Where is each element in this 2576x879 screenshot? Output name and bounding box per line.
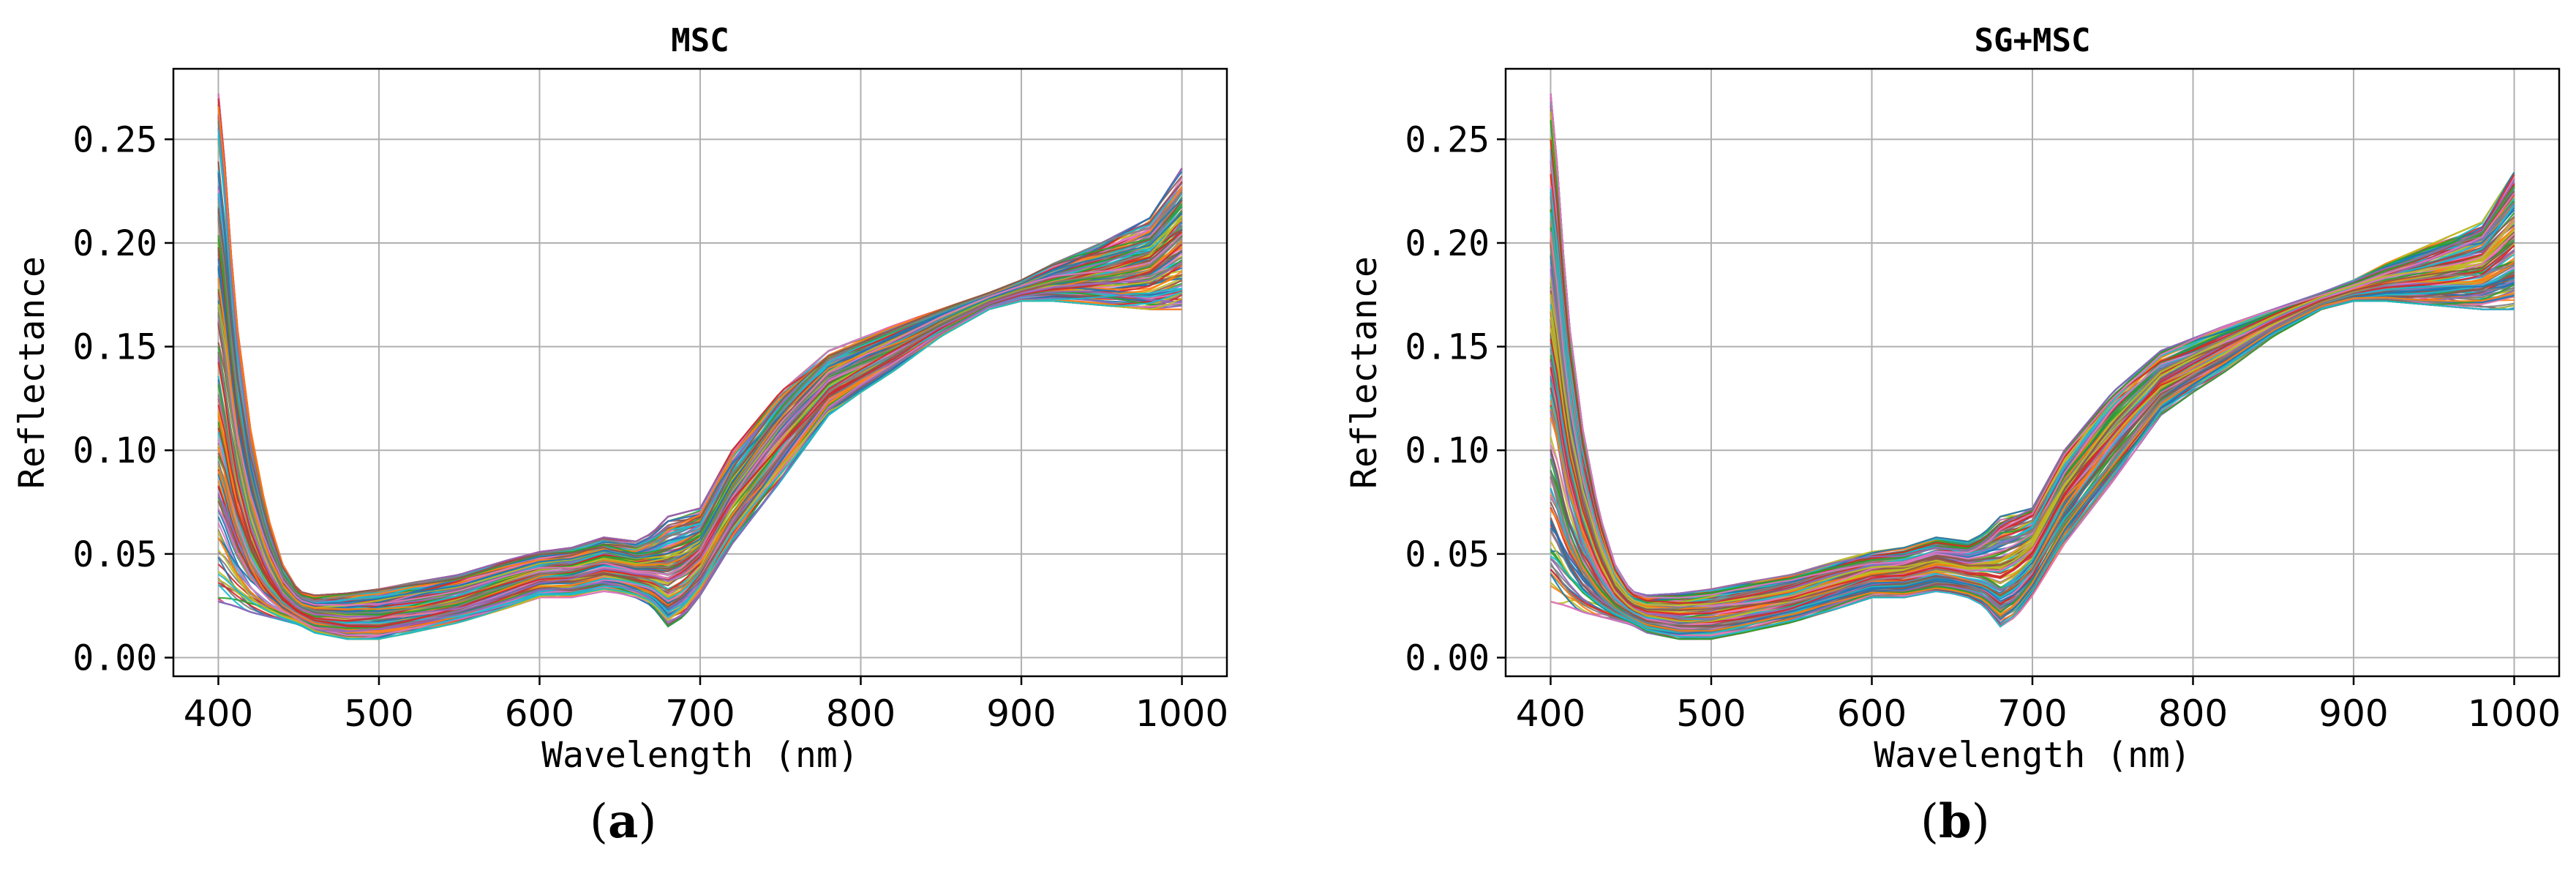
x-tick-label: 600 [1837,692,1907,735]
chart-title: SG+MSC [1975,22,2091,59]
spectrum-line [217,212,1183,605]
x-tick-label: 900 [986,692,1056,735]
spectrum-line [217,200,1183,596]
chart-title: MSC [671,22,729,59]
spectrum-line [1550,271,2515,628]
panel-letter-b: b [1938,794,1972,849]
chart-panel-a: 400 500 600 700 800 900 1000 0.00 0.05 0.10 0.15 0.… [12,22,1228,849]
spectrum-line [1550,300,2515,638]
y-tick-label: 0.20 [72,223,157,264]
x-axis-label: Wavelength (nm) [1874,735,2190,776]
y-tick-label: 0.10 [72,430,157,471]
spectrum-line [1550,229,2515,607]
y-axis-label: Reflectance [12,256,53,489]
spectrum-line [1550,93,2515,596]
y-tick-label: 0.25 [72,119,157,160]
chart-panel-b: 400 500 600 700 800 900 1000 0.00 0.05 0.10 0.15 0.… [1332,0,2576,879]
spectrum-line [217,291,1182,640]
panel-label-a: (a) [590,794,657,849]
y-axis-label: Reflectance [1344,256,1385,489]
spectra-lines [1550,93,2515,640]
x-tick-label: 400 [184,692,253,735]
y-tick-label: 0.00 [72,638,157,679]
spectrum-line [1550,220,2515,607]
spectrum-line [1550,93,2515,599]
y-tick-label: 0.05 [72,534,157,575]
spectrum-line [217,236,1183,614]
y-tick-label: 0.05 [1405,534,1490,575]
x-tick-label: 800 [826,692,895,735]
x-tick-label: 500 [1676,692,1746,735]
x-tick-label: 400 [1516,692,1585,735]
panel-label-b: (b) [1920,794,1990,849]
spectrum-line [1550,221,2515,623]
y-tick-label: 0.15 [1405,327,1490,368]
spectrum-line [217,233,1183,607]
y-tick-label: 0.20 [1405,223,1490,264]
x-axis-label: Wavelength (nm) [541,735,858,776]
y-tick-label: 0.15 [72,327,157,368]
chart-b: 400 500 600 700 800 900 1000 0.00 0.05 0.10 0.15 0.… [1344,22,2561,776]
x-tick-label: 900 [2318,692,2388,735]
x-tick-label: 700 [665,692,735,735]
x-tick-label: 600 [505,692,574,735]
spectra-lines [217,93,1183,640]
x-tick-label: 800 [2158,692,2228,735]
spectrum-line [1550,263,2515,626]
x-tick-label: 500 [344,692,413,735]
x-tick-label: 700 [1997,692,2067,735]
spectrum-line [1550,292,2515,632]
panel-letter-a: a [607,794,639,849]
x-tick-label: 1000 [1135,692,1228,735]
y-tick-label: 0.10 [1405,430,1490,471]
x-tick-label: 1000 [2468,692,2561,735]
y-tick-label: 0.25 [1405,119,1490,160]
chart-a: 400 500 600 700 800 900 1000 0.00 0.05 0.10 0.15 0.… [12,22,1228,776]
spectrum-line [218,290,1182,633]
spectrum-line [217,261,1183,618]
spectrum-line [1550,93,2515,598]
y-tick-label: 0.00 [1405,638,1490,679]
